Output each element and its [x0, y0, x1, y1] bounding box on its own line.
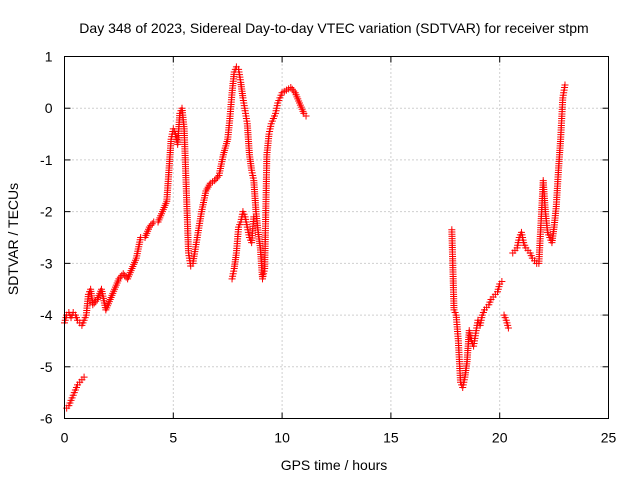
data-point [89, 301, 97, 309]
grid [64, 56, 609, 419]
x-tick-label: 15 [383, 430, 399, 446]
data-point [212, 175, 220, 183]
data-point [561, 81, 569, 89]
data-point [121, 271, 129, 279]
data-point [92, 297, 100, 305]
chart-title: Day 348 of 2023, Sidereal Day-to-day VTE… [79, 20, 588, 36]
y-tick-label: -6 [40, 411, 53, 427]
data-point [145, 223, 153, 231]
data-point [498, 277, 506, 285]
x-tick-labels: 0 5 10 15 20 25 [61, 430, 617, 446]
data-points [61, 63, 569, 412]
data-point [290, 87, 298, 95]
data-point [211, 177, 219, 185]
y-axis-label: SDTVAR / TECUs [5, 183, 21, 295]
data-point [288, 85, 296, 93]
x-axis-label: GPS time / hours [281, 457, 388, 473]
data-point [302, 112, 310, 120]
y-tick-label: -4 [40, 307, 53, 323]
data-point [287, 84, 295, 92]
y-tick-label: -1 [40, 152, 53, 168]
y-tick-labels: -6 -5 -4 -3 -2 -1 0 1 [40, 49, 53, 427]
data-point [115, 275, 123, 283]
data-point [504, 324, 512, 332]
y-tick-label: -3 [40, 255, 53, 271]
data-point [214, 173, 222, 181]
data-point [119, 270, 127, 278]
data-point [148, 220, 156, 228]
data-point [250, 213, 258, 221]
data-point [147, 221, 155, 229]
data-point [80, 373, 88, 381]
x-tick-label: 10 [274, 430, 290, 446]
x-tick-label: 20 [492, 430, 508, 446]
plot-frame [64, 56, 609, 419]
data-point [90, 299, 98, 307]
x-tick-label: 25 [601, 430, 617, 446]
y-tick-label: 1 [45, 49, 53, 65]
y-tick-label: -2 [40, 204, 53, 220]
y-tick-label: -5 [40, 359, 53, 375]
x-tick-label: 5 [169, 430, 177, 446]
x-tick-label: 0 [61, 430, 69, 446]
y-tick-label: 0 [45, 100, 53, 116]
